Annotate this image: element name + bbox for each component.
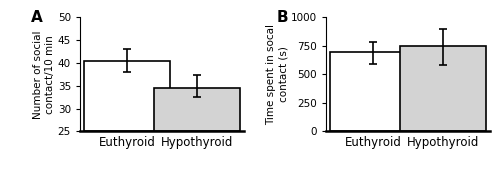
Bar	[400, 46, 486, 131]
Bar	[84, 61, 170, 131]
Bar	[330, 52, 416, 131]
Text: A: A	[31, 10, 42, 25]
Y-axis label: Time spent in socal
contact (s): Time spent in socal contact (s)	[266, 24, 288, 125]
Bar	[154, 88, 240, 131]
Text: B: B	[277, 10, 288, 25]
Y-axis label: Number of social
contact/10 min: Number of social contact/10 min	[34, 30, 55, 119]
